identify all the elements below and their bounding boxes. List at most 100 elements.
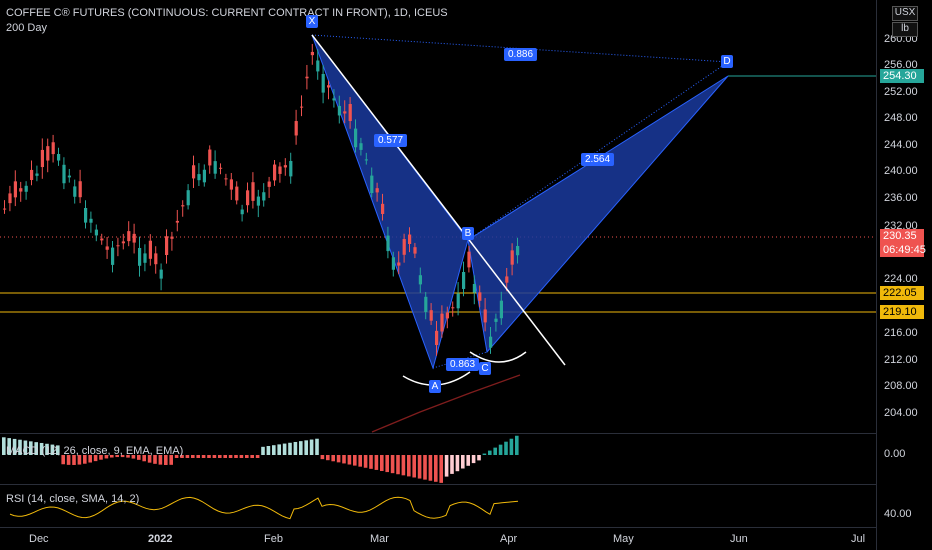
candle-body: [154, 253, 158, 265]
macd-bar: [380, 455, 384, 471]
macd-bar: [488, 450, 492, 455]
macd-bar: [18, 439, 22, 455]
candle-body: [256, 196, 260, 206]
point-x-label[interactable]: X: [306, 15, 318, 28]
macd-bar: [369, 455, 373, 469]
candle-body: [283, 165, 287, 168]
ma-indicator-label[interactable]: 200 Day: [6, 22, 47, 34]
macd-bar: [131, 455, 136, 459]
candle-body: [408, 234, 412, 244]
bar-countdown: 06:49:45: [880, 243, 926, 257]
macd-bar: [288, 442, 292, 455]
macd-bar: [169, 455, 173, 465]
macd-bar: [396, 455, 400, 475]
macd-bar: [412, 455, 416, 478]
candle-body: [483, 309, 487, 323]
candle-body: [316, 60, 320, 72]
macd-bar: [407, 455, 411, 477]
macd-bar: [191, 455, 195, 458]
pattern-bcd-fill: [467, 75, 729, 354]
candle-body: [516, 246, 520, 256]
macd-bar: [455, 455, 460, 472]
candle-body: [208, 149, 212, 166]
macd-bar: [196, 455, 200, 458]
candle-body: [375, 188, 379, 193]
candle-body: [289, 160, 293, 177]
bottom-arc-c: [469, 351, 527, 363]
point-b-label[interactable]: B: [462, 227, 474, 240]
target-price-tag: 254.30: [880, 69, 924, 83]
level-tag-1: 222.05: [880, 286, 924, 300]
candle-body: [472, 284, 476, 293]
macd-bar: [347, 455, 352, 465]
macd-bar: [504, 441, 508, 455]
candle-body: [435, 330, 439, 345]
macd-bar: [498, 444, 503, 455]
macd-bar: [444, 455, 449, 477]
macd-bar: [158, 455, 163, 465]
macd-bar: [83, 455, 87, 464]
candle-body: [138, 248, 142, 266]
price-tick: 244.00: [884, 139, 918, 151]
price-tick: 252.00: [884, 86, 918, 98]
candle-body: [321, 74, 325, 93]
rsi-label[interactable]: RSI (14, close, SMA, 14, 2): [6, 493, 140, 505]
macd-bar: [88, 455, 92, 463]
macd-bar: [272, 445, 276, 455]
candle-body: [456, 293, 460, 309]
point-c-label[interactable]: C: [479, 362, 491, 375]
candle-body: [478, 292, 482, 301]
candle-body: [451, 307, 455, 309]
candle-body: [132, 233, 136, 243]
candle-body: [305, 76, 309, 79]
ratio-xd[interactable]: 0.886: [504, 48, 538, 61]
macd-bar: [99, 455, 103, 460]
macd-bar: [299, 441, 303, 455]
candle-body: [78, 181, 82, 198]
macd-bar: [336, 455, 341, 463]
candle-body: [13, 181, 17, 198]
macd-bar: [385, 455, 389, 473]
point-a-label[interactable]: A: [429, 380, 441, 393]
point-d-label[interactable]: D: [721, 55, 733, 68]
trend-line: [311, 34, 566, 366]
time-label: Dec: [29, 533, 49, 545]
unit-button[interactable]: lb: [892, 22, 918, 37]
macd-bar: [434, 455, 438, 482]
candle-body: [499, 300, 503, 319]
ratio-xb[interactable]: 0.577: [374, 134, 408, 147]
candle-body: [402, 239, 406, 255]
candle-body: [332, 98, 336, 101]
candle-body: [127, 231, 131, 242]
candle-body: [175, 220, 179, 223]
ratio-bd[interactable]: 2.564: [581, 153, 615, 166]
macd-bar: [509, 438, 514, 455]
candle-body: [386, 235, 390, 252]
macd-bar: [61, 455, 65, 465]
candle-body: [105, 246, 109, 250]
candle-body: [370, 175, 374, 194]
macd-label[interactable]: MACD (12, 26, close, 9, EMA, EMA): [6, 445, 184, 457]
macd-bar: [250, 455, 254, 458]
macd-bar: [23, 440, 28, 455]
macd-bar: [228, 455, 233, 458]
macd-bar: [126, 455, 130, 458]
candle-body: [251, 182, 255, 201]
ratio-ac[interactable]: 0.863: [446, 358, 480, 371]
candle-body: [381, 203, 385, 214]
candle-body: [240, 209, 244, 215]
macd-bar: [120, 455, 125, 458]
candle-body: [19, 188, 23, 192]
macd-bar: [50, 444, 55, 455]
macd-bar: [515, 435, 519, 455]
candle-body: [8, 193, 12, 204]
candle-body: [165, 236, 169, 255]
macd-bar: [255, 455, 260, 458]
candle-body: [273, 164, 277, 181]
currency-button[interactable]: USX: [892, 6, 918, 21]
symbol-title[interactable]: COFFEE C® FUTURES (CONTINUOUS: CURRENT C…: [6, 7, 448, 19]
candle-body: [62, 164, 66, 184]
macd-bar: [137, 455, 141, 460]
